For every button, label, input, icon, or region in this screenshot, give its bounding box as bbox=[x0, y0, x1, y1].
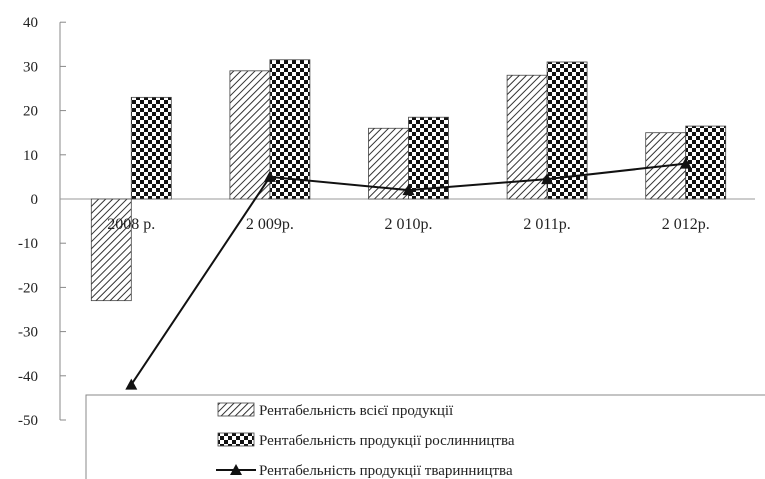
legend-label: Рентабельність всієї продукції bbox=[259, 403, 454, 419]
bar-all-products bbox=[90, 198, 132, 302]
y-tick-label: 40 bbox=[23, 15, 38, 31]
x-category-label: 2008 р. bbox=[107, 216, 155, 233]
line-point-marker bbox=[402, 184, 415, 196]
x-category-label: 2 011р. bbox=[523, 216, 570, 233]
x-category-label: 2 012р. bbox=[662, 216, 710, 233]
y-tick-label: 10 bbox=[23, 148, 38, 164]
legend-box bbox=[85, 394, 765, 479]
y-tick-label: -40 bbox=[18, 369, 38, 385]
line-point-marker bbox=[125, 378, 138, 390]
y-tick-label: -10 bbox=[18, 236, 38, 252]
y-tick-label: 0 bbox=[31, 192, 39, 208]
bar-crop-products bbox=[685, 125, 727, 200]
y-tick-label: -30 bbox=[18, 325, 38, 341]
x-category-label: 2 009р. bbox=[246, 216, 294, 233]
y-tick-label: -50 bbox=[18, 413, 38, 429]
bar-crop-products bbox=[408, 116, 449, 200]
legend-label: Рентабельність продукції рослинництва bbox=[259, 433, 515, 449]
legend-label: Рентабельність продукції тваринництва bbox=[259, 463, 513, 479]
y-tick-label: 30 bbox=[23, 59, 38, 75]
y-tick-label: 20 bbox=[23, 104, 38, 120]
legend-swatch bbox=[217, 432, 255, 447]
bar-crop-products bbox=[269, 59, 311, 200]
bar-all-products bbox=[229, 70, 271, 200]
bar-crop-products bbox=[130, 96, 172, 200]
x-category-label: 2 010р. bbox=[385, 216, 433, 233]
bar-all-products bbox=[506, 74, 548, 200]
legend-swatch bbox=[217, 402, 255, 417]
bar-all-products bbox=[368, 127, 409, 200]
line-point-marker bbox=[541, 173, 554, 185]
legend-triangle-marker bbox=[230, 464, 242, 475]
y-tick-label: -20 bbox=[18, 280, 38, 296]
line-point-marker bbox=[263, 170, 276, 182]
line-point-marker bbox=[679, 157, 692, 169]
